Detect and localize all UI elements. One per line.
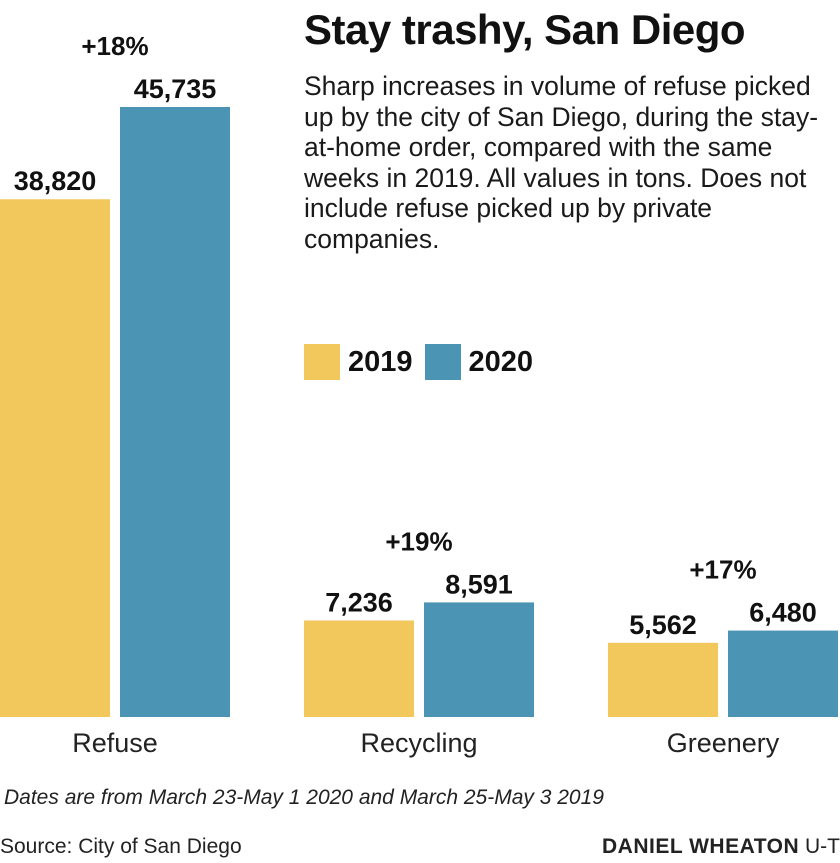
legend-swatch-2020 xyxy=(424,344,461,380)
bar-refuse-2020 xyxy=(120,107,230,717)
credit-name: DANIEL WHEATON xyxy=(601,835,800,858)
bar-greenery-2020 xyxy=(728,630,838,717)
value-label-greenery-2020: 6,480 xyxy=(749,598,817,628)
value-label-refuse-2019: 38,820 xyxy=(14,166,97,196)
chart-title: Stay trashy, San Diego xyxy=(304,6,746,53)
value-label-recycling-2019: 7,236 xyxy=(325,587,393,617)
change-label-greenery: +17% xyxy=(689,555,756,585)
legend-label-2020: 2020 xyxy=(468,345,534,378)
bar-refuse-2019 xyxy=(0,199,110,718)
value-label-refuse-2020: 45,735 xyxy=(134,74,217,104)
legend: 2019 2020 xyxy=(304,344,545,380)
chart-subtitle: Sharp increases in volume of refuse pick… xyxy=(304,71,819,254)
credit-org: U-T xyxy=(805,835,840,858)
credit-line: DANIEL WHEATON U-T xyxy=(602,835,840,859)
date-note: Dates are from March 23-May 1 2020 and M… xyxy=(4,786,604,809)
bar-recycling-2020 xyxy=(424,602,534,717)
legend-label-2019: 2019 xyxy=(348,345,413,378)
change-label-refuse: +18% xyxy=(81,31,148,61)
category-label-greenery: Greenery xyxy=(667,728,780,758)
legend-item-2019: 2019 xyxy=(304,344,413,380)
bar-greenery-2019 xyxy=(608,642,718,717)
category-label-refuse: Refuse xyxy=(72,728,158,758)
legend-swatch-2019 xyxy=(304,344,340,380)
value-label-greenery-2019: 5,562 xyxy=(629,610,697,640)
value-label-recycling-2020: 8,591 xyxy=(445,569,513,599)
bar-recycling-2019 xyxy=(304,620,414,717)
legend-item-2020: 2020 xyxy=(424,344,534,380)
change-label-recycling: +19% xyxy=(385,526,452,556)
source-line: Source: City of San Diego xyxy=(0,835,242,858)
category-label-recycling: Recycling xyxy=(360,728,477,758)
